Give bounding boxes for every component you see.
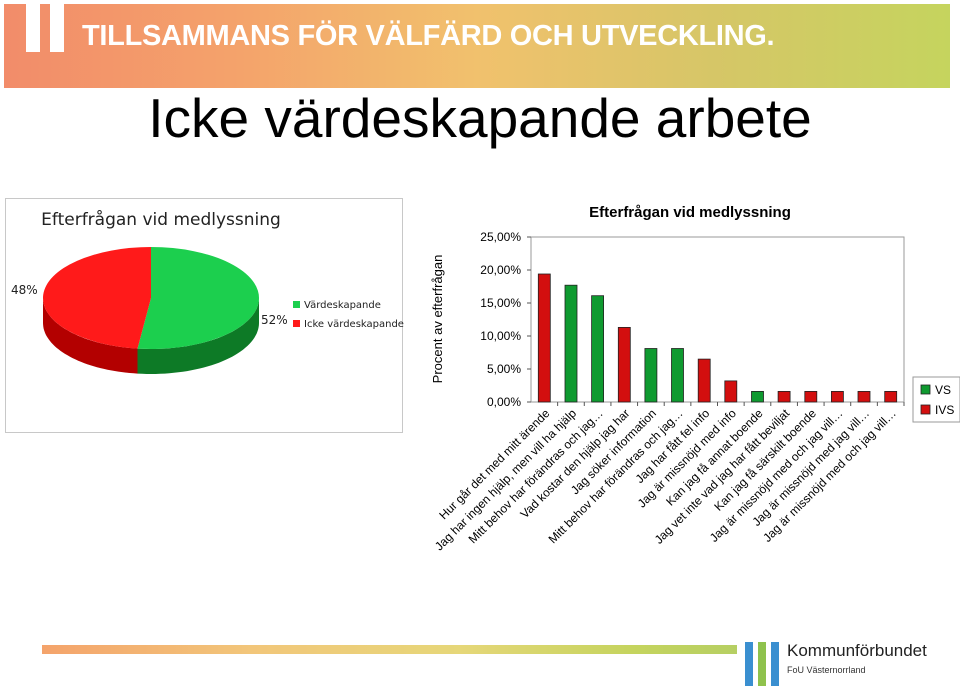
bar	[857, 390, 871, 403]
pie-label-vs: 52%	[261, 313, 288, 327]
legend-swatch	[920, 384, 931, 395]
kommunforbundet-logo: Kommunförbundet FoU Västernorrland	[745, 640, 945, 688]
y-tick-label: 0,00%	[487, 395, 521, 409]
legend-box	[912, 376, 960, 423]
y-tick-label: 20,00%	[480, 263, 521, 277]
pie-chart-title: Efterfrågan vid medlyssning	[41, 210, 281, 230]
pie-chart	[42, 247, 259, 374]
pie-label-ivs: 48%	[11, 283, 38, 297]
logo-bar	[771, 642, 779, 686]
slide-title: Icke värdeskapande arbete	[148, 87, 812, 149]
bar	[537, 273, 551, 403]
logo-mark	[26, 4, 40, 52]
y-tick-label: 25,00%	[480, 230, 521, 244]
bar	[751, 390, 764, 403]
bar	[671, 348, 684, 403]
bar	[591, 295, 605, 403]
logo-bar	[745, 642, 753, 686]
bar-chart: Efterfrågan vid medlyssning Procent av ef…	[430, 204, 960, 553]
bar	[564, 284, 578, 403]
legend-swatch	[920, 404, 931, 415]
footer-strip	[42, 645, 737, 654]
plot-frame	[530, 236, 905, 403]
legend-label: Värdeskapande	[304, 300, 381, 311]
bar	[724, 380, 738, 403]
legend-label: Icke värdeskapande	[304, 319, 404, 330]
legend-label: VS	[935, 383, 951, 397]
logo-bar	[758, 642, 766, 686]
bar	[697, 358, 711, 403]
banner-slogan: TILLSAMMANS FÖR VÄLFÄRD OCH UTVECKLING.	[82, 20, 775, 52]
bar-chart-title: Efterfrågan vid medlyssning	[589, 204, 791, 221]
legend-swatch-red	[293, 320, 300, 327]
y-axis-label: Procent av efterfrågan	[430, 255, 445, 384]
pie-chart-panel: Efterfrågan vid medlyssning 48% 52% Värd…	[5, 198, 404, 433]
bar	[830, 390, 844, 403]
y-tick-label: 5,00%	[487, 362, 521, 376]
logo-name: Kommunförbundet	[787, 641, 927, 660]
bar	[644, 348, 658, 403]
bar	[617, 326, 631, 403]
pie-slice	[137, 247, 259, 349]
pie-slice	[42, 247, 151, 349]
bar	[777, 390, 791, 403]
pie-legend-item: Icke värdeskapande	[293, 319, 404, 330]
legend-swatch-green	[293, 301, 300, 308]
header-banner: TILLSAMMANS FÖR VÄLFÄRD OCH UTVECKLING.	[4, 4, 950, 88]
pie-slice-side	[137, 298, 259, 374]
bar	[884, 390, 898, 403]
pie-slice-side	[43, 298, 138, 374]
pie-legend-item: Värdeskapande	[293, 300, 381, 311]
y-tick-label: 10,00%	[480, 329, 521, 343]
legend-label: IVS	[935, 403, 954, 417]
bar	[804, 390, 818, 403]
logo-mark	[50, 4, 64, 52]
y-tick-label: 15,00%	[480, 296, 521, 310]
logo-subtitle: FoU Västernorrland	[787, 665, 866, 675]
